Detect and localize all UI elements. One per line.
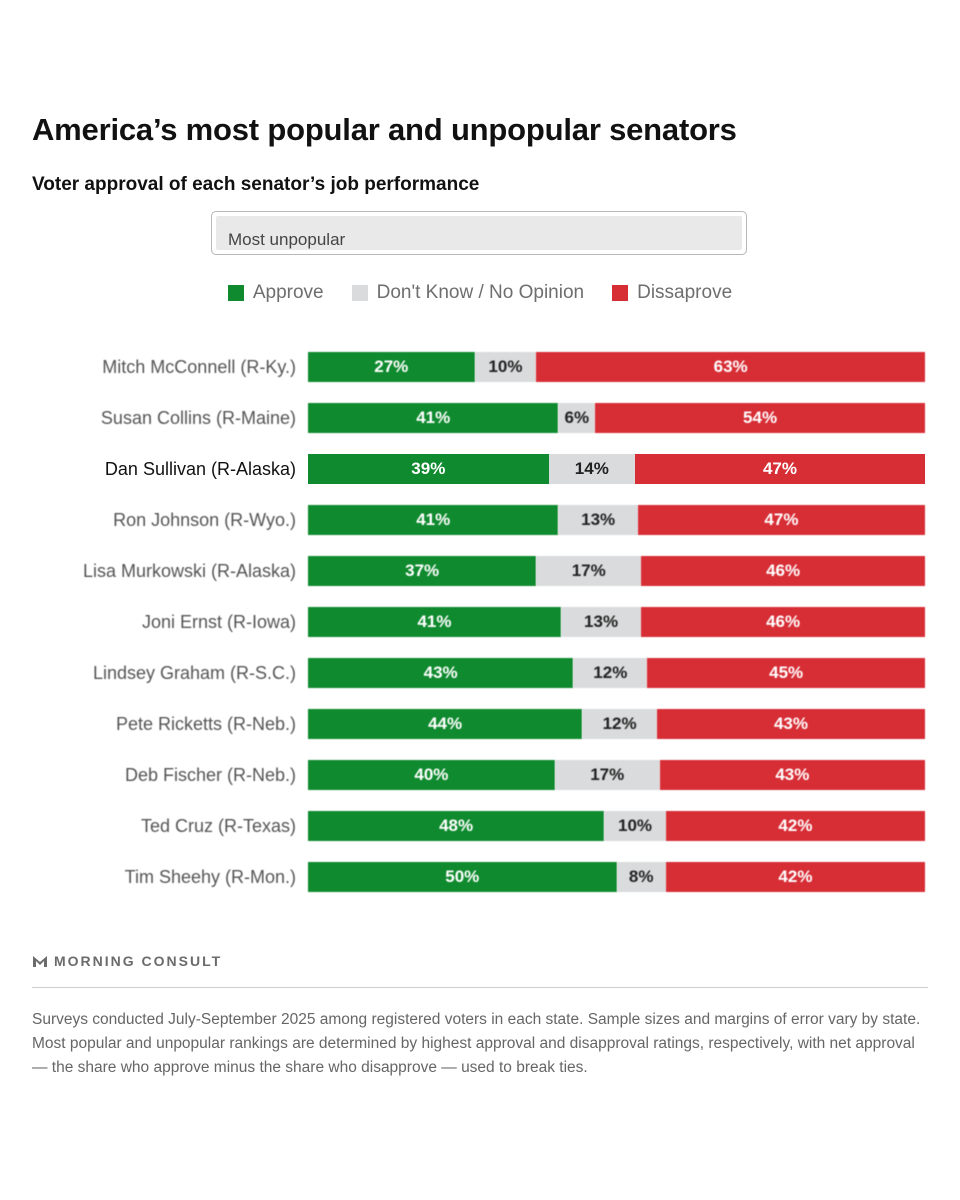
bar-segment-disapprove: 47% <box>637 505 925 535</box>
legend-item-approve: Approve <box>227 282 324 304</box>
bar-row: Susan Collins (R-Maine) 41% 6% 54% <box>0 403 960 433</box>
bar-label: Joni Ernst (R-Iowa) <box>141 612 296 632</box>
morning-consult-logo-icon <box>33 956 47 967</box>
bar-segment-approve: 41% <box>308 403 559 433</box>
bar-segment-approve: 41% <box>308 505 559 535</box>
bar-segment-neutral: 12% <box>582 709 657 739</box>
bar-label: Ron Johnson (R-Wyo.) <box>113 510 296 530</box>
bar-row: Pete Ricketts (R-Neb.) 44% 12% 43% <box>0 709 960 739</box>
bar-segment-approve: 48% <box>308 811 605 841</box>
bar-label: Lisa Murkowski (R-Alaska) <box>82 561 296 581</box>
bar-segment-neutral: 13% <box>560 607 642 637</box>
footer-divider <box>32 987 928 988</box>
chart-title: America’s most popular and unpopular sen… <box>32 112 737 147</box>
bar-segment-approve: 43% <box>308 658 574 688</box>
legend-item-disapprove: Dissaprove <box>612 282 732 304</box>
bar-segment-approve: 50% <box>308 862 617 892</box>
bar-segment-disapprove: 42% <box>665 862 925 892</box>
bar-row: Tim Sheehy (R-Mon.) 50% 8% 42% <box>0 862 960 892</box>
bar-segment-approve: 40% <box>308 760 555 790</box>
bar-row: Joni Ernst (R-Iowa) 41% 13% 46% <box>0 607 960 637</box>
bar-row: Deb Fischer (R-Neb.) 40% 17% 43% <box>0 760 960 790</box>
bar-segment-neutral: 8% <box>616 862 666 892</box>
legend-swatch-disapprove <box>612 285 629 301</box>
bar-segment-disapprove: 43% <box>657 709 925 739</box>
bar-segment-neutral: 14% <box>548 454 635 484</box>
bar-segment-neutral: 17% <box>554 760 660 790</box>
bar-segment-disapprove: 46% <box>641 556 925 586</box>
legend-label-neutral: Don't Know / No Opinion <box>376 282 585 303</box>
ranking-select[interactable]: Most unpopular <box>211 211 747 255</box>
bar-segment-neutral: 13% <box>558 505 638 535</box>
legend-item-neutral: Don't Know / No Opinion <box>351 282 585 304</box>
ranking-select-value: Most unpopular <box>216 216 742 250</box>
bar-segment-approve: 44% <box>308 709 583 739</box>
bar-segment-disapprove: 63% <box>536 352 925 382</box>
bar-segment-disapprove: 43% <box>659 760 925 790</box>
bar-segment-disapprove: 42% <box>665 811 925 841</box>
bar-label: Susan Collins (R-Maine) <box>100 408 296 428</box>
bar-label: Ted Cruz (R-Texas) <box>140 816 296 836</box>
bar-label: Pete Ricketts (R-Neb.) <box>115 714 296 734</box>
bar-segment-neutral: 10% <box>604 811 666 841</box>
bar-label: Mitch McConnell (R-Ky.) <box>102 357 296 377</box>
bar-segment-approve: 39% <box>308 454 549 484</box>
bar-row: Dan Sullivan (R-Alaska) 39% 14% 47% <box>0 454 960 484</box>
bar-segment-neutral: 6% <box>558 403 596 433</box>
bar-row: Lisa Murkowski (R-Alaska) 37% 17% 46% <box>0 556 960 586</box>
methodology-note: Surveys conducted July-September 2025 am… <box>32 1011 921 1076</box>
bar-segment-neutral: 17% <box>536 556 642 586</box>
morning-consult-brand: MORNING CONSULT <box>32 953 222 969</box>
bar-segment-disapprove: 45% <box>647 658 925 688</box>
bar-segment-disapprove: 54% <box>595 403 925 433</box>
bar-segment-disapprove: 47% <box>635 454 925 484</box>
bar-segment-disapprove: 46% <box>641 607 925 637</box>
bar-row: Mitch McConnell (R-Ky.) 27% 10% 63% <box>0 352 960 382</box>
chart-legend: Approve Don't Know / No Opinion Dissapro… <box>0 282 960 304</box>
bar-row: Lindsey Graham (R-S.C.) 43% 12% 45% <box>0 658 960 688</box>
bar-segment-approve: 37% <box>308 556 537 586</box>
bar-segment-neutral: 12% <box>573 658 648 688</box>
bar-segment-approve: 41% <box>308 607 561 637</box>
legend-swatch-approve <box>227 285 244 301</box>
brand-name: MORNING CONSULT <box>54 953 223 969</box>
bar-row: Ted Cruz (R-Texas) 48% 10% 42% <box>0 811 960 841</box>
legend-label-disapprove: Dissaprove <box>637 282 733 303</box>
stacked-bar-chart: Mitch McConnell (R-Ky.) 27% 10% 63% Susan Co… <box>0 340 960 900</box>
bar-label: Lindsey Graham (R-S.C.) <box>92 663 296 683</box>
bar-row: Ron Johnson (R-Wyo.) 41% 13% 47% <box>0 505 960 535</box>
bar-label: Deb Fischer (R-Neb.) <box>124 765 296 785</box>
chart-subtitle: Voter approval of each senator’s job per… <box>32 174 480 195</box>
bar-label: Dan Sullivan (R-Alaska) <box>104 459 296 479</box>
bar-segment-neutral: 10% <box>474 352 537 382</box>
bar-segment-approve: 27% <box>308 352 475 382</box>
bar-label: Tim Sheehy (R-Mon.) <box>124 867 296 887</box>
legend-swatch-neutral <box>351 285 368 301</box>
legend-label-approve: Approve <box>252 282 324 303</box>
